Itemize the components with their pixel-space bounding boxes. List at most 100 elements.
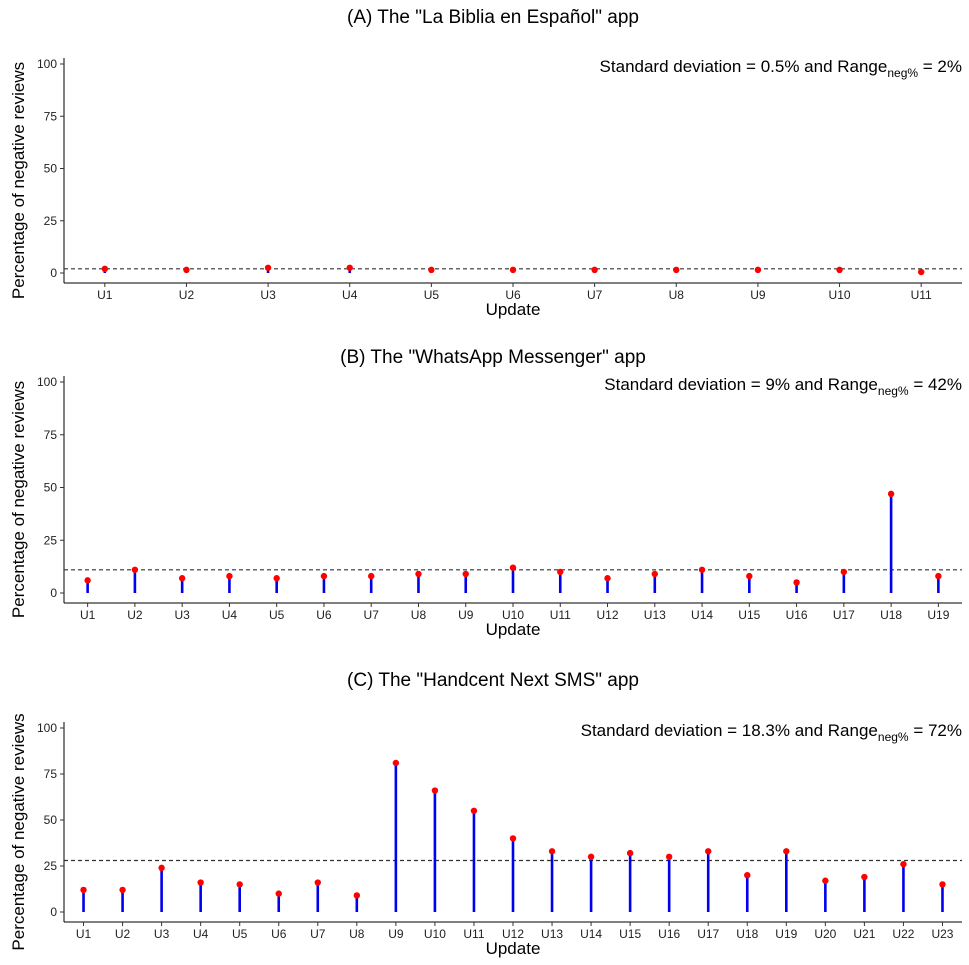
x-tick-label: U13 [541,927,563,941]
lollipop-point [509,564,517,571]
x-tick-label: U1 [76,927,92,941]
x-tick-label: U1 [97,288,113,302]
x-tick-label: U11 [550,608,571,622]
lollipop-point [705,848,712,855]
x-axis-label: Update [486,300,541,319]
x-tick-label: U5 [232,927,248,941]
lollipop-point [591,266,598,274]
x-tick-label: U10 [424,927,446,941]
y-tick-label: 25 [44,859,58,873]
y-tick-label: 0 [50,586,57,600]
lollipop-point [131,566,139,573]
x-tick-label: U16 [786,608,808,622]
lollipop-point [557,568,564,576]
x-tick-label: U20 [814,927,836,941]
lollipop-point [887,490,895,498]
x-tick-label: U10 [502,608,524,622]
y-tick-label: 100 [37,57,57,71]
chart-panel-c: (C) The "Handcent Next SMS" app Percentag… [9,670,962,958]
x-tick-label: U13 [644,608,666,622]
lollipop-point [754,266,762,274]
x-tick-label: U11 [463,927,484,941]
lollipop-point [415,570,422,578]
lollipop-point [665,853,673,860]
y-tick-label: 75 [44,109,58,123]
x-tick-label: U12 [502,927,524,941]
lollipop-point [626,849,634,857]
x-tick-label: U16 [658,927,680,941]
lollipop-point [917,268,925,276]
lollipop-point [428,266,435,274]
lollipop-point [746,572,753,580]
chart-title: (A) The "La Biblia en Español" app [347,7,639,28]
x-tick-label: U10 [829,288,851,302]
x-tick-label: U6 [505,288,521,302]
lollipop-point [900,860,907,868]
lollipop-point [368,572,375,580]
lollipop-point [939,881,946,888]
lollipop-point [935,572,942,580]
lollipop-point [101,265,109,273]
lollipop-point [346,264,353,271]
x-tick-label: U19 [775,927,797,941]
chart-panel-b: (B) The "WhatsApp Messenger" app Percenta… [9,347,962,639]
x-tick-label: U21 [853,927,875,941]
x-tick-label: U8 [411,608,427,622]
lollipop-point [783,848,790,855]
lollipop-point [470,807,478,814]
x-tick-label: U6 [316,608,332,622]
y-tick-label: 25 [44,533,58,547]
x-tick-label: U8 [349,927,365,941]
x-tick-label: U4 [222,608,238,622]
lollipop-point [84,577,91,584]
x-tick-label: U5 [269,608,285,622]
x-tick-label: U7 [310,927,326,941]
x-tick-label: U9 [458,608,474,622]
x-tick-label: U6 [271,927,287,941]
y-tick-label: 25 [44,214,58,228]
lollipop-point [320,572,328,580]
y-tick-label: 75 [44,428,58,442]
stats-annotation: Standard deviation = 18.3% and Rangeneg%… [581,721,962,744]
x-tick-label: U4 [193,927,209,941]
y-tick-label: 50 [44,481,58,495]
lollipop-point [587,853,595,860]
lollipop-point [197,879,204,886]
lollipop-point [744,872,751,879]
chart-title: (B) The "WhatsApp Messenger" app [340,347,646,368]
lollipop-point [431,787,439,794]
lollipop-point [509,835,517,842]
lollipop-point [226,572,233,580]
y-axis-label: Percentage of negative reviews [9,381,28,618]
x-tick-label: U5 [424,288,440,302]
lollipop-point [119,886,126,894]
lollipop-point [462,570,469,578]
x-tick-label: U15 [619,927,641,941]
x-tick-label: U23 [931,927,953,941]
x-axis-label: Update [486,939,541,958]
x-tick-label: U17 [697,927,719,941]
lollipop-point [392,759,400,767]
y-tick-label: 75 [44,767,58,781]
x-tick-label: U9 [750,288,766,302]
x-tick-label: U8 [669,288,685,302]
x-tick-label: U3 [154,927,170,941]
lollipop-point [178,575,186,582]
chart-title: (C) The "Handcent Next SMS" app [347,670,639,691]
lollipop-point [548,848,556,855]
x-tick-label: U2 [115,927,131,941]
lollipop-point [673,266,680,274]
stats-annotation: Standard deviation = 9% and Rangeneg% = … [604,375,962,398]
lollipop-point [80,886,87,894]
lollipop-point [264,264,272,271]
y-tick-label: 0 [50,266,57,280]
y-tick-label: 100 [37,721,57,735]
lollipop-point [509,266,517,274]
lollipop-point [861,873,868,881]
lollipop-point [793,579,800,586]
x-tick-label: U1 [80,608,96,622]
x-tick-label: U14 [580,927,602,941]
lollipop-point [651,570,658,578]
lollipop-point [275,890,282,897]
